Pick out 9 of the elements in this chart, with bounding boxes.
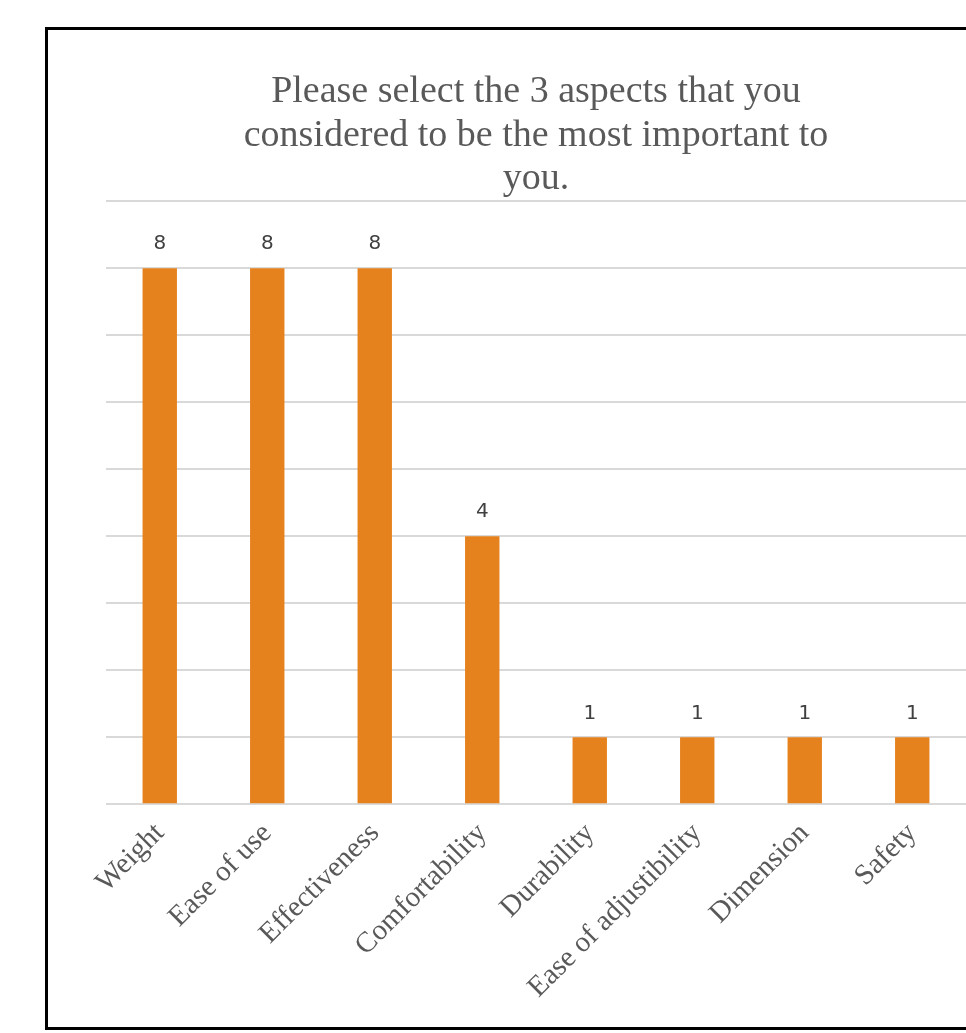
data-label: 1: [798, 699, 812, 724]
data-label: 1: [583, 699, 597, 724]
data-label: 8: [368, 230, 382, 255]
data-label: 8: [260, 230, 274, 255]
data-label: 1: [905, 699, 919, 724]
chart-title: Please select the 3 aspects that you considered to be the most important to you.: [243, 67, 829, 198]
data-label: 8: [153, 230, 167, 255]
data-label: 1: [690, 699, 704, 724]
data-label: 4: [475, 498, 489, 523]
